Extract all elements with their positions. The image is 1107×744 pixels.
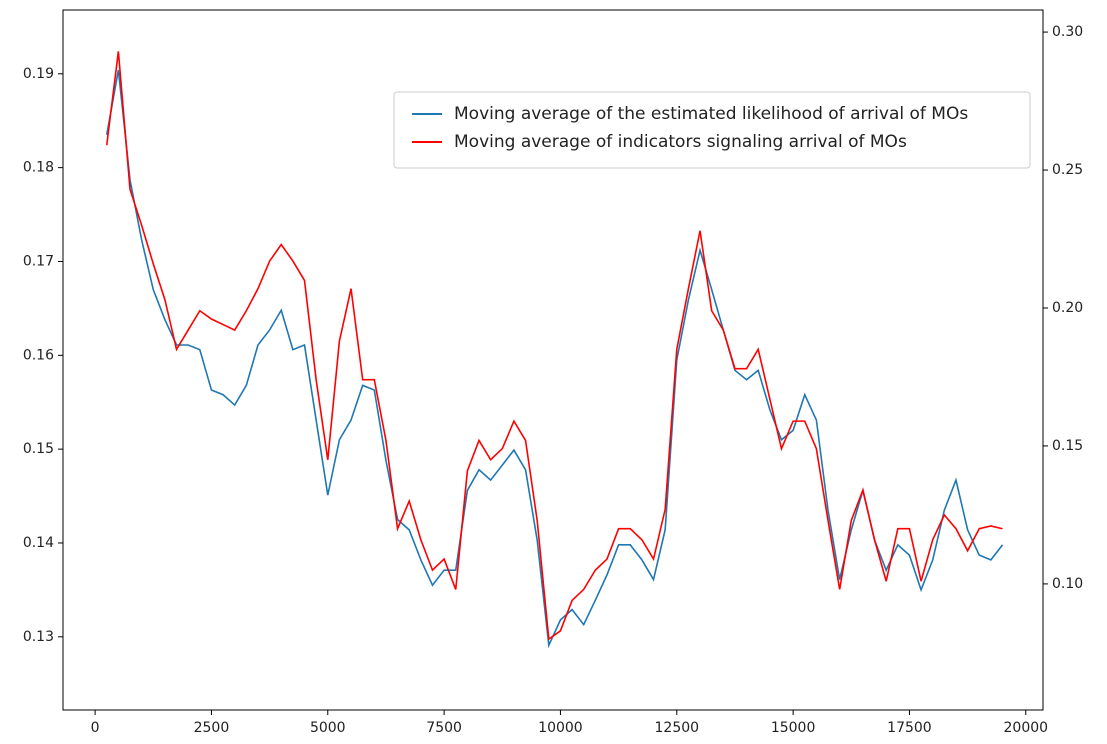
- legend-label: Moving average of indicators signaling a…: [454, 132, 907, 152]
- y2-tick-label: 0.15: [1052, 438, 1083, 454]
- x-tick-label: 2500: [194, 720, 230, 736]
- y-tick-label: 0.14: [23, 535, 54, 551]
- y-tick-label: 0.16: [23, 347, 54, 363]
- y-tick-label: 0.15: [23, 441, 54, 457]
- plot-frame: [62, 9, 1044, 711]
- legend-label: Moving average of the estimated likeliho…: [454, 104, 968, 124]
- y-tick-label: 0.17: [23, 253, 54, 269]
- x-tick-label: 0: [91, 720, 100, 736]
- x-tick-label: 10000: [538, 720, 583, 736]
- x-tick-label: 17500: [887, 720, 932, 736]
- y2-tick-label: 0.10: [1052, 576, 1083, 592]
- y2-tick-label: 0.20: [1052, 300, 1083, 316]
- x-tick-label: 12500: [655, 720, 700, 736]
- y2-tick-label: 0.25: [1052, 162, 1083, 178]
- x-tick-label: 7500: [426, 720, 462, 736]
- x-tick-label: 5000: [310, 720, 346, 736]
- series-line: [105, 51, 1003, 641]
- y2-tick-label: 0.30: [1052, 24, 1083, 40]
- x-tick-label: 20000: [1004, 720, 1049, 736]
- series-line: [105, 69, 1004, 649]
- y-tick-label: 0.19: [23, 66, 54, 82]
- x-tick-label: 15000: [771, 720, 816, 736]
- y-tick-label: 0.18: [23, 160, 54, 176]
- legend-box: [393, 91, 1031, 169]
- y-tick-label: 0.13: [23, 629, 54, 645]
